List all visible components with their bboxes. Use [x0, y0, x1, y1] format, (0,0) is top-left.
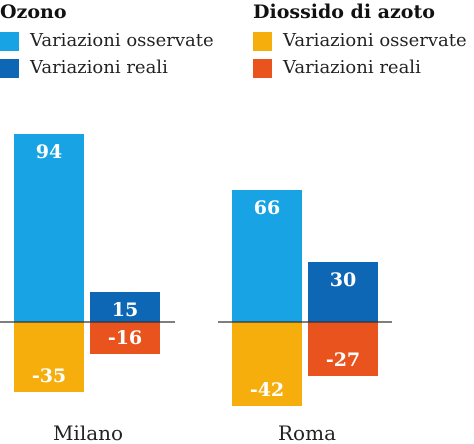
- data-label-milano-s3: -16: [108, 327, 142, 349]
- legend-swatch-diossido-osservate: [253, 32, 272, 51]
- legend-swatch-diossido-reali: [253, 59, 272, 78]
- data-label-milano-s1: 15: [112, 299, 138, 321]
- data-label-roma-s3: -27: [326, 349, 360, 371]
- bar-roma-s3: [308, 322, 378, 376]
- legend-diossido: Diossido di azoto Variazioni osservate V…: [253, 0, 467, 78]
- bar-milano-s0: [14, 134, 84, 322]
- category-label-roma: Roma: [278, 421, 336, 444]
- legend-label: Variazioni reali: [30, 57, 168, 78]
- bar-milano-s1: [90, 292, 160, 322]
- data-label-milano-s0: 94: [36, 141, 62, 163]
- legend-swatch-ozono-osservate: [0, 32, 19, 51]
- legend-ozono: Ozono Variazioni osservate Variazioni re…: [0, 0, 214, 78]
- bar-milano-s3: [90, 322, 160, 354]
- bar-roma-s2: [232, 322, 302, 406]
- bar-milano-s2: [14, 322, 84, 392]
- legend-item-diossido-osservate: Variazioni osservate: [253, 30, 467, 51]
- legend-item-diossido-reali: Variazioni reali: [253, 57, 467, 78]
- legend-label: Variazioni reali: [283, 57, 421, 78]
- legend-item-ozono-reali: Variazioni reali: [0, 57, 214, 78]
- legend-label: Variazioni osservate: [283, 30, 467, 51]
- bar-roma-s1: [308, 262, 378, 322]
- legend-item-ozono-osservate: Variazioni osservate: [0, 30, 214, 51]
- legend-title-diossido: Diossido di azoto: [253, 1, 435, 23]
- data-label-roma-s2: -42: [250, 379, 284, 401]
- data-label-milano-s2: -35: [32, 365, 66, 387]
- data-label-roma-s0: 66: [254, 197, 280, 219]
- legend-title-ozono: Ozono: [0, 1, 67, 23]
- legend-swatch-ozono-reali: [0, 59, 19, 78]
- legend-label: Variazioni osservate: [30, 30, 214, 51]
- category-label-milano: Milano: [53, 421, 123, 444]
- bar-roma-s0: [232, 190, 302, 322]
- data-label-roma-s1: 30: [330, 269, 356, 291]
